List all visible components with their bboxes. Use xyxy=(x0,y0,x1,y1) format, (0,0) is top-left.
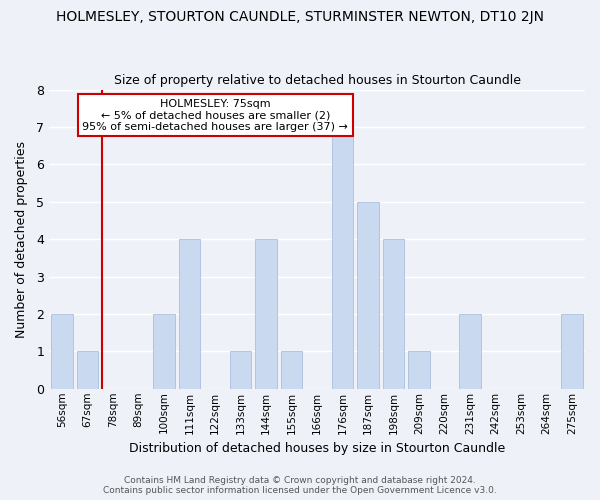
Bar xyxy=(383,239,404,389)
Text: HOLMESLEY, STOURTON CAUNDLE, STURMINSTER NEWTON, DT10 2JN: HOLMESLEY, STOURTON CAUNDLE, STURMINSTER… xyxy=(56,10,544,24)
Text: Contains HM Land Registry data © Crown copyright and database right 2024.
Contai: Contains HM Land Registry data © Crown c… xyxy=(103,476,497,495)
Text: HOLMESLEY: 75sqm
← 5% of detached houses are smaller (2)
95% of semi-detached ho: HOLMESLEY: 75sqm ← 5% of detached houses… xyxy=(82,98,348,132)
Bar xyxy=(357,202,379,389)
Bar xyxy=(153,314,175,389)
Bar xyxy=(460,314,481,389)
Bar xyxy=(409,352,430,389)
Bar xyxy=(77,352,98,389)
Bar xyxy=(230,352,251,389)
Bar xyxy=(281,352,302,389)
Bar xyxy=(562,314,583,389)
Bar xyxy=(179,239,200,389)
Y-axis label: Number of detached properties: Number of detached properties xyxy=(15,140,28,338)
Title: Size of property relative to detached houses in Stourton Caundle: Size of property relative to detached ho… xyxy=(113,74,521,87)
Bar xyxy=(51,314,73,389)
Bar xyxy=(332,127,353,389)
Bar xyxy=(255,239,277,389)
X-axis label: Distribution of detached houses by size in Stourton Caundle: Distribution of detached houses by size … xyxy=(129,442,505,455)
